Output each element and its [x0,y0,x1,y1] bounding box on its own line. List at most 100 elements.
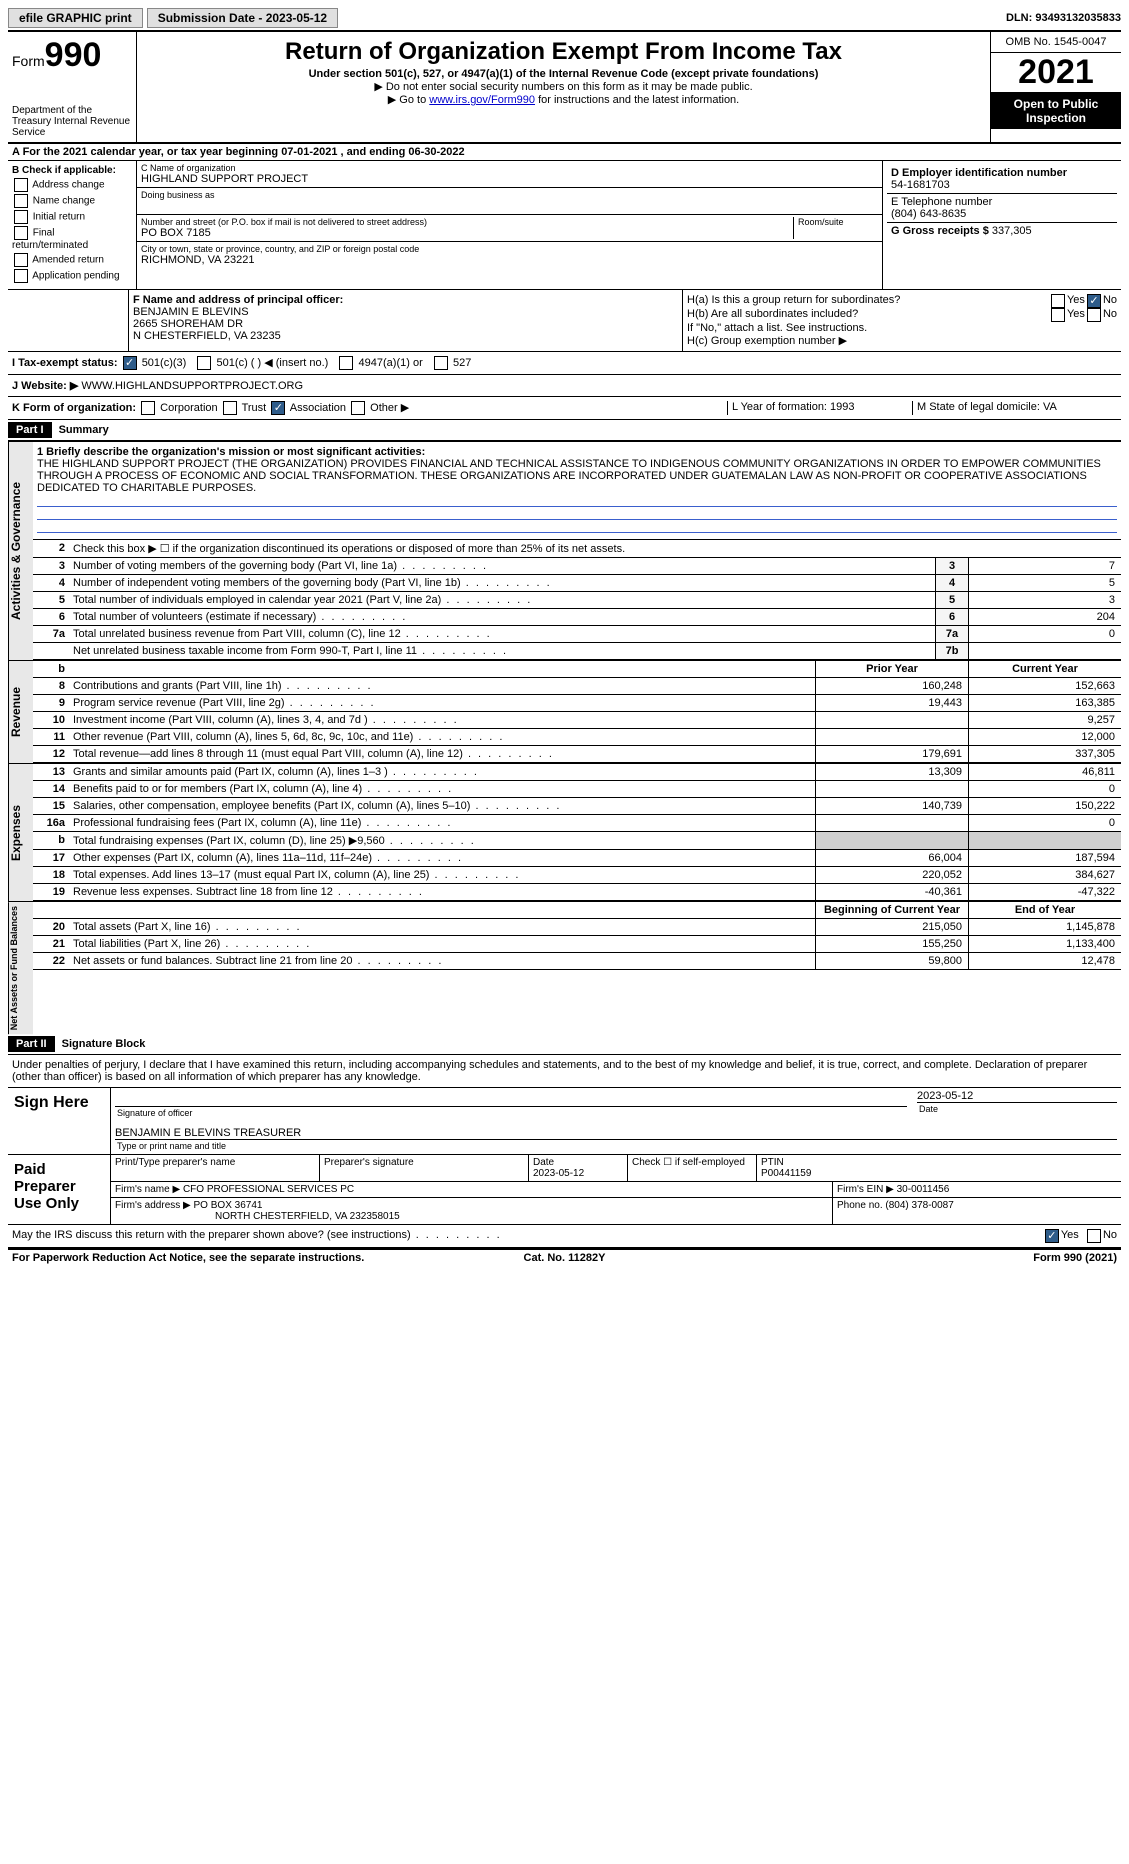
street-value: PO BOX 7185 [141,227,793,239]
line2-desc: Check this box ▶ ☐ if the organization d… [69,540,1121,557]
row-begin: 59,800 [815,953,968,969]
form990-link[interactable]: www.irs.gov/Form990 [429,94,535,106]
phone-label: E Telephone number [891,196,1113,208]
discuss-text: May the IRS discuss this return with the… [12,1229,1043,1243]
gross-label: G Gross receipts $ [891,225,989,237]
row-value: 5 [968,575,1121,591]
website-value: WWW.HIGHLANDSUPPORTPROJECT.ORG [81,380,303,392]
k-corp[interactable] [141,401,155,415]
revenue-section: Revenue b Prior Year Current Year 8 Cont… [8,660,1121,763]
table-row: 5 Total number of individuals employed i… [33,592,1121,609]
i-4947[interactable] [339,356,353,370]
col-f: F Name and address of principal officer:… [129,290,683,351]
table-row: 6 Total number of volunteers (estimate i… [33,609,1121,626]
org-name: HIGHLAND SUPPORT PROJECT [141,173,878,185]
f-label: F Name and address of principal officer: [133,294,678,306]
submission-date-button[interactable]: Submission Date - 2023-05-12 [147,8,338,28]
row-box: 5 [935,592,968,608]
section-bcd: B Check if applicable: Address change Na… [8,161,1121,290]
row-desc: Net unrelated business taxable income fr… [69,643,935,659]
row-desc: Total revenue—add lines 8 through 11 (mu… [69,746,815,762]
row-desc: Salaries, other compensation, employee b… [69,798,815,814]
i-501c[interactable] [197,356,211,370]
discuss-row: May the IRS discuss this return with the… [8,1225,1121,1248]
table-row: 16a Professional fundraising fees (Part … [33,815,1121,832]
table-row: 20 Total assets (Part X, line 16) 215,05… [33,919,1121,936]
k-assoc[interactable]: ✓ [271,401,285,415]
checkbox-address[interactable] [14,178,28,192]
row-klm: K Form of organization: Corporation Trus… [8,397,1121,420]
row-num: 13 [33,764,69,780]
i-501c3[interactable]: ✓ [123,356,137,370]
ha-yes[interactable] [1051,294,1065,308]
efile-print-button[interactable]: efile GRAPHIC print [8,8,143,28]
table-row: 17 Other expenses (Part IX, column (A), … [33,850,1121,867]
m-value: M State of legal domicile: VA [912,401,1117,415]
current-year-header: Current Year [968,661,1121,677]
prior-year-header: Prior Year [815,661,968,677]
officer-name-title: BENJAMIN E BLEVINS TREASURER [115,1127,1117,1139]
row-prior: 179,691 [815,746,968,762]
omb-label: OMB No. 1545-0047 [991,32,1121,53]
checkbox-initial[interactable] [14,210,28,224]
row-prior: 160,248 [815,678,968,694]
checkbox-pending[interactable] [14,269,28,283]
table-row: 7a Total unrelated business revenue from… [33,626,1121,643]
open-public-label: Open to Public Inspection [991,93,1121,129]
hb-no[interactable] [1087,308,1101,322]
b-title: B Check if applicable: [12,165,132,176]
row-current: 337,305 [968,746,1121,762]
row-value [968,643,1121,659]
checkbox-final[interactable] [14,226,28,240]
row-current: 163,385 [968,695,1121,711]
firm-addr-label: Firm's address ▶ [115,1200,191,1211]
prep-check-label: Check ☐ if self-employed [628,1155,757,1181]
ein-label: D Employer identification number [891,167,1113,179]
b-item-3: Final return/terminated [12,226,132,251]
row-box: 4 [935,575,968,591]
header-center: Return of Organization Exempt From Incom… [137,32,990,142]
hb-yes[interactable] [1051,308,1065,322]
dln-label: DLN: 93493132035833 [1006,12,1121,24]
row-current: 150,222 [968,798,1121,814]
row-current: -47,322 [968,884,1121,900]
form-number: 990 [45,36,102,74]
row-prior [815,729,968,745]
checkbox-name[interactable] [14,194,28,208]
row-num: 21 [33,936,69,952]
row-num: 7a [33,626,69,642]
row-current: 46,811 [968,764,1121,780]
discuss-no[interactable] [1087,1229,1101,1243]
discuss-yes[interactable]: ✓ [1045,1229,1059,1243]
begin-year-header: Beginning of Current Year [815,902,968,918]
netassets-section: Net Assets or Fund Balances Beginning of… [8,901,1121,1034]
mission-text: THE HIGHLAND SUPPORT PROJECT (THE ORGANI… [37,458,1117,494]
dept-label: Department of the Treasury Internal Reve… [12,105,132,138]
line1-label: 1 Briefly describe the organization's mi… [37,446,1117,458]
part2-header: Part II [8,1036,55,1052]
prep-date: 2023-05-12 [533,1168,623,1179]
row-desc: Total assets (Part X, line 16) [69,919,815,935]
footer-left: For Paperwork Reduction Act Notice, see … [12,1252,380,1264]
preparer-section: Paid Preparer Use Only Print/Type prepar… [8,1155,1121,1225]
checkbox-amended[interactable] [14,253,28,267]
i-527[interactable] [434,356,448,370]
ha-no[interactable]: ✓ [1087,294,1101,308]
firm-ein: 30-0011456 [897,1184,950,1195]
row-prior: 13,309 [815,764,968,780]
part2-header-row: Part II Signature Block [8,1034,1121,1055]
row-desc: Grants and similar amounts paid (Part IX… [69,764,815,780]
k-label: K Form of organization: [12,402,136,414]
mission-block: 1 Briefly describe the organization's mi… [33,442,1121,540]
city-value: RICHMOND, VA 23221 [141,254,878,266]
revenue-side-label: Revenue [8,661,33,763]
k-trust[interactable] [223,401,237,415]
netassets-side-label: Net Assets or Fund Balances [8,902,33,1034]
ptin-value: P00441159 [761,1168,1117,1179]
row-desc: Investment income (Part VIII, column (A)… [69,712,815,728]
k-other[interactable] [351,401,365,415]
row-prior [815,712,968,728]
row-prior: 140,739 [815,798,968,814]
row-desc: Total fundraising expenses (Part IX, col… [69,832,815,849]
table-row: 3 Number of voting members of the govern… [33,558,1121,575]
